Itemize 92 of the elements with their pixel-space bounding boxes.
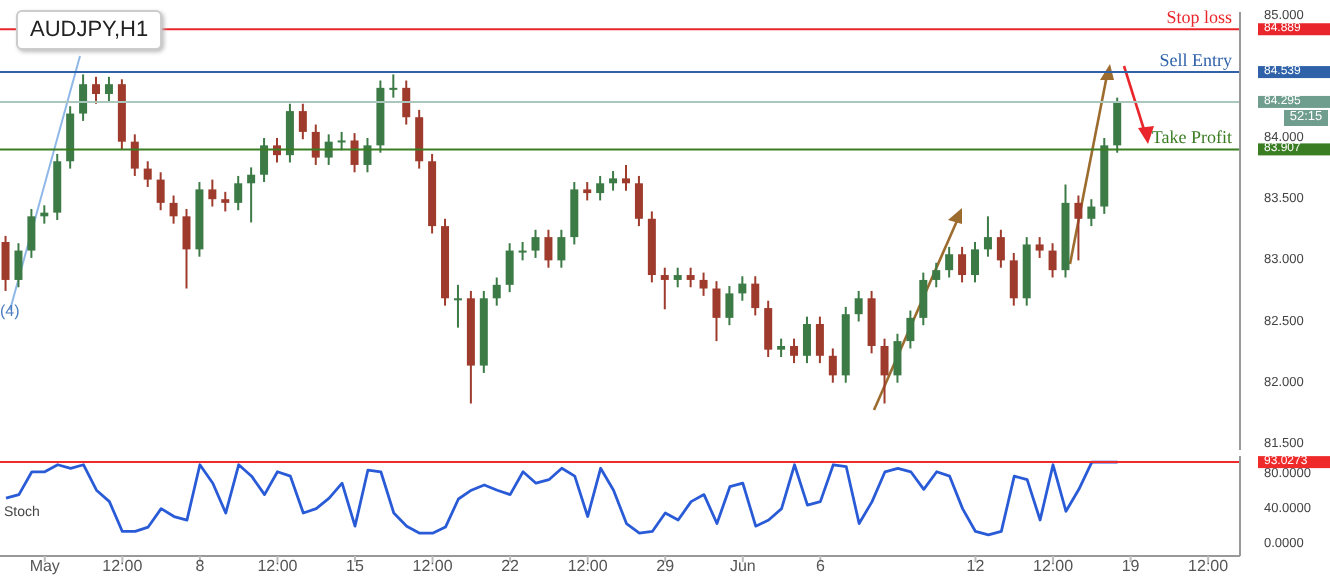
candlestick: [505, 242, 514, 294]
candlestick: [1074, 194, 1083, 262]
candlestick: [92, 75, 101, 105]
candlestick: [983, 215, 992, 258]
x-tick-label: 12:00: [257, 557, 299, 576]
candlestick: [350, 132, 359, 174]
x-tick-label: 12:00: [1033, 557, 1075, 576]
x-tick-label: 12:00: [102, 557, 144, 576]
ref-line-label: Sell Entry: [1159, 50, 1233, 71]
x-tick-label: 12: [966, 557, 986, 576]
chart-title: AUDJPY,H1: [16, 10, 163, 50]
candlestick: [182, 207, 191, 290]
x-tick-label: 6: [815, 557, 826, 576]
candlestick: [1035, 236, 1044, 259]
candlestick: [402, 79, 411, 126]
candlestick: [893, 332, 902, 384]
candlestick: [104, 75, 113, 103]
candlestick: [531, 228, 540, 259]
candlestick: [143, 160, 152, 188]
candlestick: [79, 73, 88, 122]
candlestick: [208, 178, 217, 208]
candlestick: [867, 289, 876, 355]
candlestick: [802, 315, 811, 365]
candlestick: [971, 241, 980, 284]
x-tick-label: 12:00: [412, 557, 454, 576]
x-tick-label: Jun: [729, 557, 756, 576]
candlestick: [764, 299, 773, 359]
candlestick: [557, 228, 566, 269]
candlestick: [906, 309, 915, 350]
candlestick: [777, 337, 786, 359]
candlestick: [660, 266, 669, 311]
candlestick: [156, 171, 165, 212]
candlestick: [66, 105, 75, 170]
candlestick: [790, 337, 799, 365]
candlestick: [1009, 252, 1018, 307]
candlestick: [712, 280, 721, 343]
candlestick: [622, 163, 630, 192]
candlestick: [363, 137, 372, 174]
candlestick: [673, 266, 682, 289]
candlestick: [945, 245, 954, 279]
candlestick: [854, 289, 863, 323]
candlestick: [880, 337, 889, 405]
candlestick: [285, 102, 294, 164]
candlestick: [570, 181, 579, 246]
candlestick: [1087, 198, 1096, 228]
candlestick: [686, 266, 695, 289]
x-tick-label: 22: [501, 557, 521, 576]
candlestick: [544, 228, 553, 269]
candlestick: [311, 123, 320, 166]
candlestick: [634, 174, 643, 228]
candlestick: [596, 174, 605, 202]
ref-line-label: Take Profit: [1151, 127, 1233, 148]
candlestick: [1113, 96, 1122, 154]
candlestick: [260, 137, 269, 184]
x-tick-label: 19: [1121, 557, 1141, 576]
candlestick: [27, 207, 36, 259]
candlestick: [518, 241, 527, 262]
candlestick: [221, 190, 230, 213]
candlestick: [919, 271, 928, 327]
x-tick-label: 29: [656, 557, 676, 576]
candlestick: [699, 271, 708, 297]
candlestick: [932, 261, 941, 289]
candlestick: [815, 315, 824, 365]
candlestick: [958, 245, 967, 284]
candlestick: [14, 242, 23, 289]
candlestick: [996, 228, 1005, 269]
x-tick-label: 15: [346, 557, 365, 576]
candlestick: [751, 275, 760, 317]
candlestick: [130, 133, 139, 177]
candlestick: [492, 276, 501, 307]
candlestick: [234, 174, 243, 212]
candlestick: [738, 275, 747, 302]
candlestick: [828, 347, 837, 384]
candlestick: [609, 170, 618, 192]
candlestick: [453, 283, 462, 329]
candlestick: [298, 102, 307, 141]
candlestick: [415, 108, 424, 170]
x-tick-label: May: [29, 557, 60, 576]
candlestick: [337, 130, 346, 152]
candlestick: [1, 234, 10, 292]
candlestick: [389, 73, 398, 99]
x-tick-label: 8: [195, 557, 206, 576]
candlestick: [583, 181, 592, 202]
candlestick: [247, 166, 256, 224]
candlestick: [725, 285, 734, 327]
line-series: [4, 460, 1120, 537]
candlestick: [169, 194, 178, 225]
ref-line-label: Stop loss: [1166, 7, 1233, 28]
candlestick: [1048, 242, 1057, 279]
x-tick-label: 12:00: [567, 557, 609, 576]
annotation: (4): [0, 301, 20, 320]
x-tick-label: 12:00: [1188, 557, 1230, 576]
